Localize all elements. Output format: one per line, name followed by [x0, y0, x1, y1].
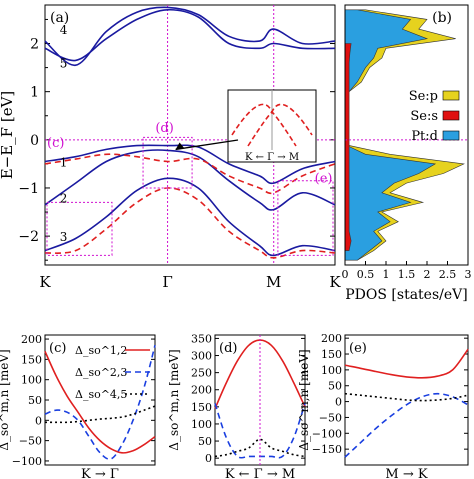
y-tick-label-a: 1 [30, 85, 39, 101]
x-tick-label-b: 0 [342, 268, 349, 281]
y-tick-label: 50 [198, 435, 212, 448]
splitting-line [45, 405, 156, 424]
x-tick-label-a: M [266, 273, 281, 291]
panel-e-splitting: −150 −100 −50 0 50 100 150 200 Δ_so^m,n [meV] M →… [297, 332, 469, 479]
y-tick-label: 350 [191, 332, 212, 345]
panel-a-bands: −2 −1 0 1 2 E−E_F [eV] K Γ M K (a) (c) (d) (e) 4 5 1 2 3 K … [0, 4, 341, 291]
inset-pointer-arrow [175, 139, 239, 151]
x-axis-label: K → Γ [81, 467, 119, 479]
splitting-line [344, 392, 469, 402]
y-tick-label: 250 [191, 367, 212, 380]
y-tick-label: 200 [191, 384, 212, 397]
legend-swatch [442, 110, 460, 121]
legend-label: Δ_so^4,5 [75, 388, 127, 401]
y-tick-label: −50 [19, 435, 42, 448]
region-box-d [142, 136, 193, 189]
y-tick-label: −150 [312, 443, 342, 456]
pdos-area-se-s [344, 43, 352, 251]
y-tick-label: −50 [319, 411, 342, 424]
x-tick-label-b: 1 [383, 268, 390, 281]
y-tick-label: 50 [328, 380, 342, 393]
legend-swatch [442, 130, 460, 141]
band-number-label: 4 [60, 23, 68, 37]
band-line [44, 187, 336, 259]
y-tick-label: −100 [312, 427, 342, 440]
band-number-label: 5 [60, 57, 68, 71]
pe-frame [344, 334, 469, 466]
x-tick-label-b: 0.5 [357, 268, 375, 281]
y-axis-label: Δ_so^m,n [meV] [297, 349, 311, 450]
band-line [44, 144, 336, 185]
band-line [44, 6, 336, 67]
panel-d-splitting: 0 50 100 150 200 250 300 350 Δ_so^m,n [meV] K ← Γ… [167, 332, 306, 479]
x-tick-label-b: 1.5 [398, 268, 416, 281]
y-tick-label: 100 [321, 364, 342, 377]
legend-label: Se:s [410, 109, 438, 124]
y-tick-label: 50 [28, 394, 42, 407]
y-tick-label-a: −1 [18, 181, 39, 197]
region-label-c: (c) [47, 136, 64, 151]
panel-label-e: (e) [349, 341, 367, 356]
region-box-e [277, 180, 334, 256]
x-tick-label-b: 2.5 [439, 268, 457, 281]
legend-label: Δ_so^1,2 [75, 344, 127, 357]
panel-label-a: (a) [50, 10, 69, 26]
x-tick-label-b: 3 [465, 268, 472, 281]
x-tick-label-a: K [329, 273, 341, 291]
y-tick-label: 150 [321, 348, 342, 361]
panel-label-d: (d) [219, 341, 237, 356]
band-line [44, 8, 336, 62]
y-axis-label: Δ_so^m,n [meV] [167, 349, 181, 450]
y-tick-label: 100 [21, 374, 42, 387]
y-tick-label: 150 [21, 353, 42, 366]
panel-label-c: (c) [49, 341, 66, 356]
splitting-line [44, 345, 156, 460]
band-line [44, 153, 336, 195]
band-line [44, 149, 336, 211]
panel-label-b: (b) [432, 10, 452, 26]
x-axis-label: M → K [385, 467, 427, 479]
legend-label: Se:p [409, 89, 438, 104]
splitting-line [344, 348, 469, 379]
y-tick-label: 200 [21, 333, 42, 346]
y-axis-label: Δ_so^m,n [meV] [0, 349, 11, 450]
panel-b-pdos: 0 0.5 1 1.5 2 2.5 3 PDOS [states/eV] (b) Se:p Se:s… [342, 4, 472, 303]
y-tick-label: 200 [321, 332, 342, 345]
x-axis-label: K ← Γ → M [225, 467, 295, 479]
pdos-area-pt-d [344, 9, 437, 261]
inset-band-lower [247, 110, 297, 147]
panel-c-splitting: −100 −50 0 50 100 150 200 Δ_so^m,n [meV] K → Γ (c… [0, 333, 156, 479]
y-tick-label: −100 [12, 455, 42, 468]
splitting-line [344, 392, 469, 458]
x-tick-label-a: Γ [162, 273, 172, 291]
y-tick-label-a: −2 [18, 229, 39, 245]
splitting-line [44, 350, 156, 454]
y-tick-label: 0 [35, 414, 42, 427]
band-number-label: 1 [60, 155, 68, 169]
band-number-label: 2 [60, 191, 68, 205]
y-tick-label: 300 [191, 350, 212, 363]
region-label-e: (e) [315, 171, 333, 186]
y-axis-label-a: E−E_F [eV] [0, 91, 16, 180]
y-tick-label-a: 0 [30, 133, 39, 149]
region-label-d: (d) [155, 121, 173, 136]
inset-x-label: K ← Γ → M [245, 152, 299, 163]
y-tick-label-a: 2 [30, 37, 39, 53]
x-axis-label-b: PDOS [states/eV] [345, 287, 467, 303]
band-line [44, 177, 336, 257]
panel-a-frame [44, 4, 336, 266]
region-box-c [46, 201, 113, 256]
inset-pointer-arrowhead [175, 142, 185, 150]
legend-label: Δ_so^2,3 [75, 366, 127, 379]
y-tick-label: 0 [205, 452, 212, 465]
y-tick-label: 0 [335, 396, 342, 409]
x-tick-label-b: 2 [424, 268, 431, 281]
band-number-label: 3 [60, 230, 68, 244]
y-tick-label: 100 [191, 418, 212, 431]
x-tick-label-a: K [39, 273, 51, 291]
y-tick-label: 150 [191, 401, 212, 414]
legend-label: Pt:d [411, 129, 438, 144]
legend-swatch [442, 90, 460, 101]
